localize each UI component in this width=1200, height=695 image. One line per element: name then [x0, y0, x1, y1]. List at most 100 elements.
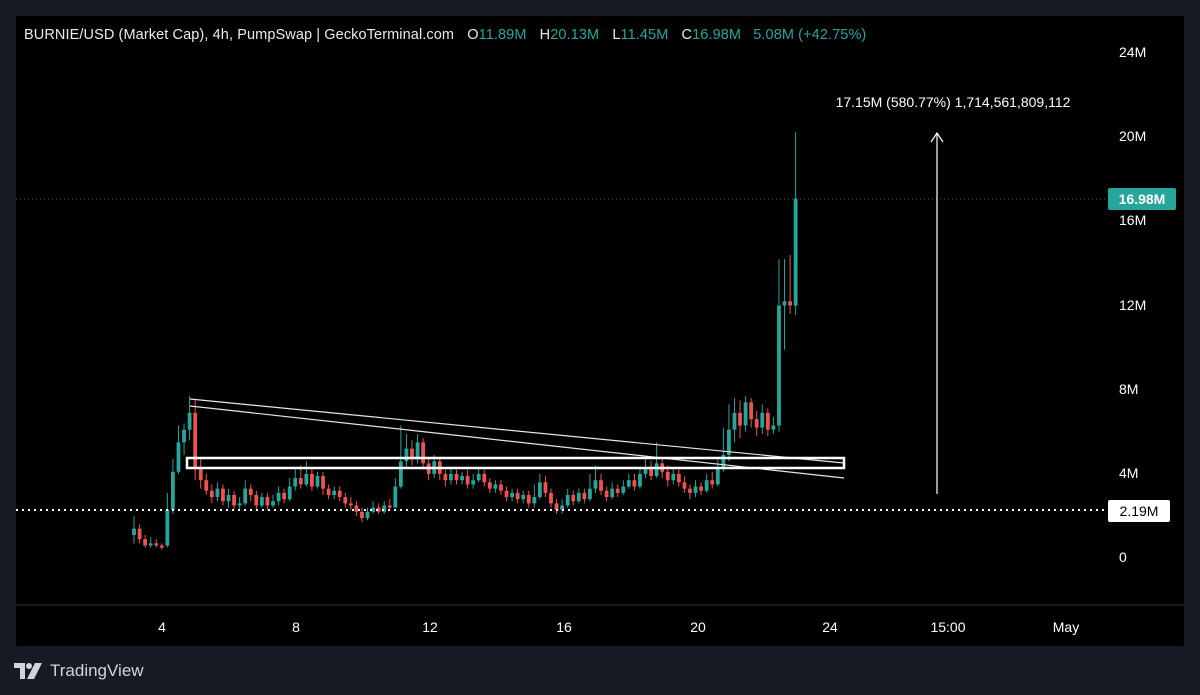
candle[interactable] — [471, 473, 476, 489]
candle[interactable] — [621, 480, 626, 495]
candle[interactable] — [738, 400, 742, 439]
candle[interactable] — [521, 490, 526, 504]
candle[interactable] — [727, 404, 731, 462]
candle[interactable] — [148, 537, 153, 548]
candle[interactable] — [348, 497, 353, 510]
candle[interactable] — [610, 482, 615, 500]
symbol-title[interactable]: BURNIE/USD (Market Cap), 4h, PumpSwap | … — [24, 27, 455, 43]
candle[interactable] — [421, 438, 426, 470]
candle[interactable] — [143, 534, 148, 548]
candle[interactable] — [226, 488, 231, 508]
candle[interactable] — [343, 492, 348, 508]
candle[interactable] — [443, 469, 448, 487]
candle[interactable] — [754, 410, 759, 437]
chart-panel[interactable]: 17.15M (580.77%) 1,714,561,809,112 24M 2… — [16, 16, 1184, 646]
candle[interactable] — [510, 488, 514, 502]
candle[interactable] — [554, 499, 559, 514]
candle[interactable] — [204, 473, 209, 495]
candle[interactable] — [404, 433, 409, 468]
candle[interactable] — [460, 471, 464, 485]
candle[interactable] — [165, 492, 170, 548]
candle[interactable] — [243, 480, 248, 506]
candle[interactable] — [137, 524, 142, 544]
trendline-lower[interactable] — [189, 405, 845, 479]
candle[interactable] — [765, 408, 770, 437]
candle[interactable] — [615, 484, 620, 498]
candle[interactable] — [321, 471, 325, 495]
candle[interactable] — [159, 543, 164, 550]
candle[interactable] — [571, 490, 576, 506]
candle[interactable] — [526, 490, 531, 508]
candle[interactable] — [315, 471, 320, 489]
candle[interactable] — [271, 494, 275, 508]
candle[interactable] — [632, 473, 637, 491]
candle[interactable] — [332, 486, 337, 500]
candle[interactable] — [376, 503, 381, 514]
candle[interactable] — [576, 488, 581, 504]
candle[interactable] — [198, 459, 203, 489]
candle[interactable] — [310, 467, 314, 491]
candle[interactable] — [743, 396, 748, 432]
candle[interactable] — [599, 473, 603, 495]
tradingview-footer[interactable]: TradingView — [14, 658, 144, 684]
candle[interactable] — [760, 404, 765, 434]
candle[interactable] — [654, 442, 659, 479]
candle[interactable] — [232, 490, 236, 510]
candle[interactable] — [560, 499, 565, 514]
candle[interactable] — [699, 482, 704, 495]
candle[interactable] — [215, 482, 220, 502]
candle[interactable] — [265, 492, 270, 510]
candle[interactable] — [254, 490, 259, 510]
candle[interactable] — [710, 471, 715, 489]
candle[interactable] — [176, 425, 181, 474]
candle[interactable] — [426, 459, 431, 481]
candle[interactable] — [715, 459, 720, 487]
candle[interactable] — [493, 480, 498, 493]
candle[interactable] — [298, 465, 303, 489]
candle[interactable] — [282, 488, 287, 504]
candle[interactable] — [782, 259, 787, 350]
resistance-box[interactable] — [185, 456, 846, 470]
candle[interactable] — [565, 488, 570, 508]
candle[interactable] — [549, 488, 553, 508]
candle[interactable] — [626, 473, 631, 489]
candle[interactable] — [387, 499, 392, 510]
candle[interactable] — [209, 484, 214, 504]
candle[interactable] — [532, 484, 537, 508]
candle[interactable] — [337, 486, 342, 502]
candle[interactable] — [682, 476, 687, 493]
candle[interactable] — [638, 467, 642, 489]
candle[interactable] — [304, 461, 309, 487]
candle[interactable] — [354, 501, 359, 517]
candle[interactable] — [371, 501, 375, 514]
candle[interactable] — [132, 516, 136, 544]
candle[interactable] — [504, 486, 509, 502]
candle[interactable] — [788, 254, 792, 314]
candle[interactable] — [182, 423, 186, 455]
candle[interactable] — [688, 484, 692, 500]
candle[interactable] — [276, 486, 281, 506]
candle[interactable] — [704, 473, 709, 493]
candle[interactable] — [604, 486, 609, 502]
candle[interactable] — [499, 480, 503, 495]
candle[interactable] — [482, 469, 487, 487]
candle[interactable] — [582, 488, 587, 504]
chart-svg[interactable]: 17.15M (580.77%) 1,714,561,809,112 24M 2… — [16, 16, 1184, 646]
candle[interactable] — [382, 501, 387, 514]
candle[interactable] — [393, 478, 398, 508]
candle[interactable] — [588, 473, 592, 502]
candle[interactable] — [793, 132, 798, 315]
candle[interactable] — [454, 469, 459, 485]
candle[interactable] — [593, 465, 598, 493]
candle[interactable] — [771, 417, 776, 434]
candle[interactable] — [732, 398, 737, 443]
candle[interactable] — [749, 398, 754, 428]
candle[interactable] — [671, 467, 676, 485]
candle[interactable] — [693, 480, 698, 498]
candle[interactable] — [287, 478, 292, 502]
candle[interactable] — [237, 497, 242, 510]
candle[interactable] — [777, 259, 781, 432]
candle[interactable] — [221, 484, 225, 506]
candle[interactable] — [543, 476, 548, 498]
candle[interactable] — [171, 459, 175, 514]
